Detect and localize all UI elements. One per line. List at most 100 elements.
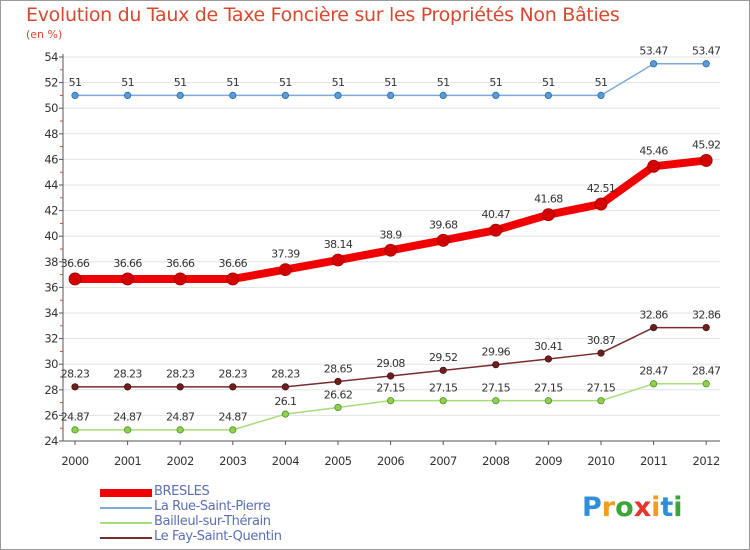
data-point-bailleul-sur-therain <box>702 380 710 388</box>
x-tick-label: 2002 <box>167 454 194 468</box>
data-point-la-rue-saint-pierre <box>386 91 395 100</box>
data-label-bailleul-sur-therain: 26.62 <box>324 388 353 401</box>
data-label-bresles: 40.47 <box>482 208 511 221</box>
data-point-la-rue-saint-pierre <box>544 91 553 100</box>
x-tick-label: 2012 <box>693 454 720 468</box>
data-point-la-rue-saint-pierre <box>649 60 658 68</box>
data-point-bresles <box>121 272 134 286</box>
data-point-bresles <box>384 243 398 257</box>
data-label-la-rue-saint-pierre: 51 <box>542 76 555 89</box>
data-label-la-rue-saint-pierre: 51 <box>595 76 608 89</box>
data-label-le-fay-saint-quentin: 28.23 <box>219 368 248 381</box>
data-label-la-rue-saint-pierre: 53.47 <box>692 45 721 58</box>
y-tick-label: 54 <box>44 50 58 64</box>
data-point-le-fay-saint-quentin <box>281 383 289 391</box>
data-point-le-fay-saint-quentin <box>334 377 342 386</box>
y-tick-label: 26 <box>44 408 58 422</box>
data-point-bresles <box>489 223 503 237</box>
legend-label-bailleul-sur-therain: Bailleul-sur-Thérain <box>154 514 271 529</box>
data-point-bailleul-sur-therain <box>439 397 447 405</box>
data-label-bailleul-sur-therain: 24.87 <box>166 411 195 424</box>
data-label-bailleul-sur-therain: 26.1 <box>274 395 296 408</box>
y-tick-label: 42 <box>44 204 58 218</box>
data-label-la-rue-saint-pierre: 51 <box>384 76 397 89</box>
legend-swatch-bailleul-sur-therain <box>100 522 152 524</box>
data-point-bailleul-sur-therain <box>544 397 553 405</box>
data-label-le-fay-saint-quentin: 32.86 <box>692 308 721 321</box>
data-point-le-fay-saint-quentin <box>229 383 237 391</box>
y-tick-label: 40 <box>44 229 58 243</box>
y-tick-label: 36 <box>44 280 58 294</box>
data-point-le-fay-saint-quentin <box>702 323 710 332</box>
data-point-bailleul-sur-therain <box>124 426 132 434</box>
data-point-bresles <box>173 272 187 286</box>
data-label-bailleul-sur-therain: 24.87 <box>219 411 248 424</box>
data-label-le-fay-saint-quentin: 32.86 <box>639 308 668 321</box>
legend-label-bresles: BRESLES <box>154 484 210 499</box>
data-point-le-fay-saint-quentin <box>492 361 500 369</box>
data-label-la-rue-saint-pierre: 51 <box>69 76 82 89</box>
legend-label-la-rue-saint-pierre: La Rue-Saint-Pierre <box>154 499 271 514</box>
data-point-bresles <box>594 197 608 211</box>
data-label-le-fay-saint-quentin: 29.52 <box>429 351 458 364</box>
data-label-le-fay-saint-quentin: 30.87 <box>587 334 616 347</box>
data-label-le-fay-saint-quentin: 28.23 <box>271 368 300 381</box>
y-tick-label: 30 <box>44 357 58 371</box>
logo-letter: i <box>651 492 661 523</box>
data-label-bailleul-sur-therain: 28.47 <box>639 365 668 378</box>
data-point-bailleul-sur-therain <box>229 426 237 434</box>
data-label-bresles: 41.68 <box>534 193 563 206</box>
data-point-bailleul-sur-therain <box>334 403 342 412</box>
data-point-la-rue-saint-pierre <box>439 91 447 100</box>
x-tick-label: 2011 <box>640 454 667 468</box>
data-label-bresles: 42.51 <box>587 182 616 195</box>
data-point-la-rue-saint-pierre <box>334 91 342 100</box>
data-point-bailleul-sur-therain <box>176 426 184 434</box>
legend-item-la-rue-saint-pierre: La Rue-Saint-Pierre <box>100 499 400 515</box>
data-point-bailleul-sur-therain <box>71 426 79 434</box>
data-label-la-rue-saint-pierre: 53.47 <box>639 45 668 58</box>
x-tick-label: 2008 <box>482 454 509 468</box>
data-point-la-rue-saint-pierre <box>229 91 237 100</box>
data-label-le-fay-saint-quentin: 28.23 <box>113 368 142 381</box>
logo-letter: o <box>615 492 634 523</box>
data-label-le-fay-saint-quentin: 28.23 <box>61 368 90 381</box>
data-label-bresles: 45.92 <box>692 138 721 151</box>
x-tick-label: 2010 <box>587 454 614 468</box>
data-label-le-fay-saint-quentin: 29.96 <box>482 346 511 359</box>
logo-letter: P <box>582 492 602 523</box>
data-label-bailleul-sur-therain: 24.87 <box>61 411 90 424</box>
y-tick-label: 38 <box>44 255 58 269</box>
legend-item-bresles: BRESLES <box>100 484 400 500</box>
x-tick-label: 2009 <box>535 454 562 468</box>
data-point-bresles <box>436 233 450 247</box>
data-point-bresles <box>68 272 82 286</box>
data-point-bresles <box>278 263 292 277</box>
data-point-bresles <box>226 272 240 286</box>
data-label-bresles: 36.66 <box>219 257 248 270</box>
logo-letter: t <box>660 492 674 523</box>
data-label-le-fay-saint-quentin: 30.41 <box>534 340 563 353</box>
legend-swatch-la-rue-saint-pierre <box>100 507 152 509</box>
data-point-la-rue-saint-pierre <box>176 91 184 100</box>
data-point-la-rue-saint-pierre <box>597 91 605 100</box>
data-label-le-fay-saint-quentin: 28.23 <box>166 368 195 381</box>
y-tick-label: 32 <box>44 332 58 346</box>
proxiti-logo: Proxiti <box>582 492 683 523</box>
legend-swatch-bresles <box>100 489 152 497</box>
legend-label-le-fay-saint-quentin: Le Fay-Saint-Quentin <box>154 529 282 544</box>
legend-swatch-le-fay-saint-quentin <box>100 537 152 539</box>
y-tick-label: 46 <box>44 152 58 166</box>
data-label-bailleul-sur-therain: 27.15 <box>429 381 458 394</box>
data-point-le-fay-saint-quentin <box>386 372 395 380</box>
data-point-la-rue-saint-pierre <box>492 91 500 100</box>
data-point-le-fay-saint-quentin <box>71 383 79 391</box>
y-tick-label: 24 <box>44 434 58 448</box>
data-label-bresles: 39.68 <box>429 218 458 231</box>
data-point-bresles <box>331 253 345 267</box>
x-tick-label: 2006 <box>377 454 404 468</box>
logo-letter: r <box>601 492 616 523</box>
data-label-bresles: 36.66 <box>166 257 195 270</box>
legend-item-bailleul-sur-therain: Bailleul-sur-Thérain <box>100 514 400 530</box>
